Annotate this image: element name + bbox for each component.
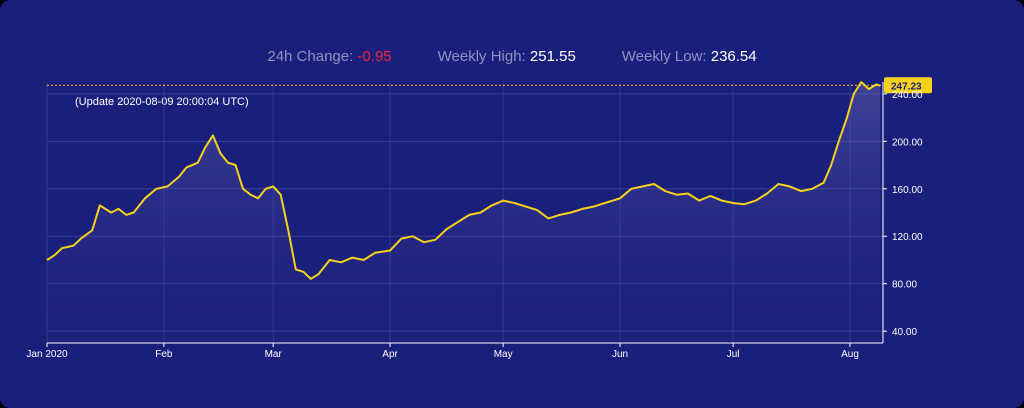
x-tick-label: Jul [727,349,740,360]
current-price-tag: 247.23 [884,77,932,94]
y-tick-label: 40.00 [892,327,917,338]
weekly-high-label: Weekly High: [437,48,526,65]
y-axis-ticks: 40.00 80.00 120.00 160.00 200.00 240.00 [883,90,923,338]
price-line [46,81,881,280]
update-timestamp: (Update 2020-08-09 20:00:04 UTC) [75,96,249,108]
x-tick-label: May [494,349,513,360]
x-axis-ticks: Jan 2020 Feb Mar Apr May Jun Jul Aug [26,343,859,360]
weekly-low-value: 236.54 [710,48,757,65]
change-stat: 24h Change: -0.95 [267,48,391,65]
y-tick-label: 80.00 [892,280,917,291]
x-tick-label: Mar [265,349,283,360]
x-tick-label: Apr [382,349,398,360]
y-tick-label: 160.00 [892,185,923,196]
y-tick-label: 200.00 [892,137,923,148]
weekly-high-value: 251.55 [529,48,576,65]
current-price-label: 247.23 [891,81,922,92]
x-tick-label: Aug [841,349,859,360]
y-tick-label: 120.00 [892,232,923,243]
x-tick-label: Feb [155,349,173,360]
weekly-low-label: Weekly Low: [621,48,707,65]
change-value: -0.95 [357,48,392,65]
price-area [47,82,881,343]
weekly-high-stat: Weekly High: 251.55 [438,48,576,65]
y-tick-label: 240.00 [892,90,923,101]
x-tick-label: Jan 2020 [26,349,68,360]
weekly-low-stat: Weekly Low: 236.54 [622,48,757,65]
stats-bar: 24h Change: -0.95 Weekly High: 251.55 We… [0,48,1024,65]
change-label: 24h Change: [267,48,354,65]
x-tick-label: Jun [612,349,628,360]
